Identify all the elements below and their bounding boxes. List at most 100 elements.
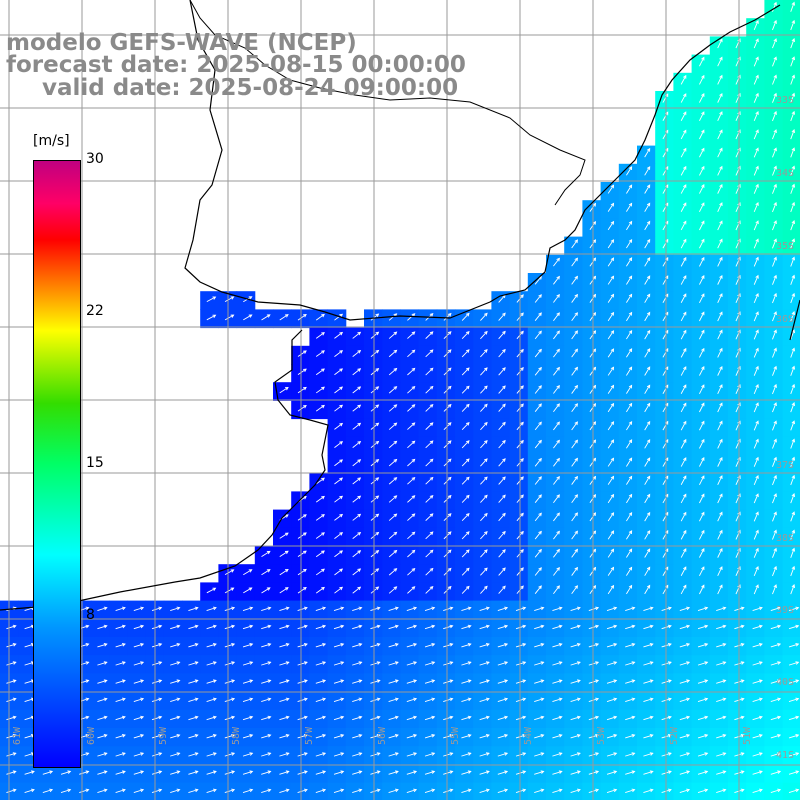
wind-arrow-head [303,733,308,738]
wind-arrow-head [610,421,615,425]
wind-arrow-head [411,422,416,426]
wind-arrow-head [719,420,723,425]
wind-arrow-head [447,513,452,517]
wind-arrow [443,625,453,630]
wind-arrow [753,584,759,595]
wind-arrow [790,457,795,467]
wind-arrow-head [393,422,398,427]
wind-arrow-head [85,661,90,665]
wind-arrow-head [249,752,254,756]
wind-arrow [607,330,614,340]
wind-arrow-head [413,606,418,611]
wind-arrow-head [719,456,723,461]
wind-arrow-head [502,330,506,335]
wind-arrow-head [722,606,727,611]
wind-arrow-head [777,642,782,647]
wind-arrow [461,458,470,467]
wind-arrow [115,607,126,611]
wind-arrow [406,698,417,702]
wind-arrow [24,698,35,702]
wind-arrow [607,567,614,576]
wind-arrow-head [393,458,398,463]
wind-arrow [388,568,397,576]
wind-arrow [406,643,417,648]
wind-arrow-head [231,715,236,720]
wind-arrow-head [467,642,472,647]
wind-arrow [6,771,16,775]
wind-arrow-head [431,733,436,738]
wind-arrow [643,625,653,630]
wind-arrow [699,93,705,103]
wind-arrow [224,789,235,793]
wind-arrow [6,680,16,684]
wind-arrow [790,2,795,12]
wind-arrow [315,734,326,739]
wind-arrow-head [285,770,290,774]
wind-arrow [772,439,777,449]
wind-arrow [279,661,289,666]
wind-arrow-head [467,679,472,683]
wind-arrow [552,643,562,648]
wind-arrow [752,734,763,739]
wind-arrow [790,493,795,504]
wind-arrow [553,258,560,267]
wind-arrow [772,493,777,504]
wind-arrow-head [613,642,618,647]
wind-arrow-head [485,697,490,702]
wind-arrow [790,293,795,304]
wind-arrow-head [773,329,777,334]
wind-arrow [644,148,651,158]
wind-arrow [679,607,690,611]
wind-arrow [352,441,361,448]
wind-arrow-head [795,661,800,665]
wind-arrow-head [538,567,542,571]
wind-arrow-head [429,476,434,481]
wind-arrow [753,475,759,486]
wind-arrow-head [701,438,705,443]
wind-arrow [42,789,53,793]
wind-arrow [261,771,271,775]
wind-arrow [443,661,453,666]
wind-arrow [788,789,799,793]
wind-arrow-head [411,531,416,536]
wind-arrow-head [758,642,763,647]
wind-arrow [297,643,308,648]
wind-arrow-head [791,274,796,279]
wind-arrow [716,680,726,684]
wind-arrow-head [646,493,651,498]
wind-arrow [788,698,799,702]
wind-arrow-head [595,770,600,774]
wind-arrow [151,698,162,702]
wind-arrow [461,734,471,739]
wind-arrow [588,752,599,757]
wind-arrow [788,625,799,630]
wind-arrow [224,661,235,666]
wind-arrow-head [376,697,381,702]
wind-arrow [352,568,361,576]
wind-arrow [261,661,271,666]
wind-arrow-head [649,770,654,774]
wind-arrow-head [321,313,325,318]
wind-arrow-head [465,567,470,572]
wind-arrow-head [610,457,615,462]
wind-arrow [24,661,35,666]
wind-arrow-head [683,74,687,79]
wind-arrow-head [121,770,126,774]
wind-arrow [479,661,490,666]
wind-arrow-head [140,679,145,683]
wind-arrow-head [683,238,687,243]
wind-arrow-head [722,624,727,629]
wind-arrow [626,567,633,576]
wind-arrow-head [683,511,687,516]
wind-arrow [662,512,669,522]
wind-arrow-head [592,275,597,280]
wind-arrow-head [358,788,363,793]
wind-arrow [297,698,308,702]
wind-arrow [570,643,581,648]
wind-arrow [607,530,614,540]
wind-arrow [370,331,379,339]
wind-arrow [243,314,252,321]
wind-arrow-head [701,548,705,552]
wind-arrow-head [649,642,654,647]
wind-arrow [570,752,581,757]
